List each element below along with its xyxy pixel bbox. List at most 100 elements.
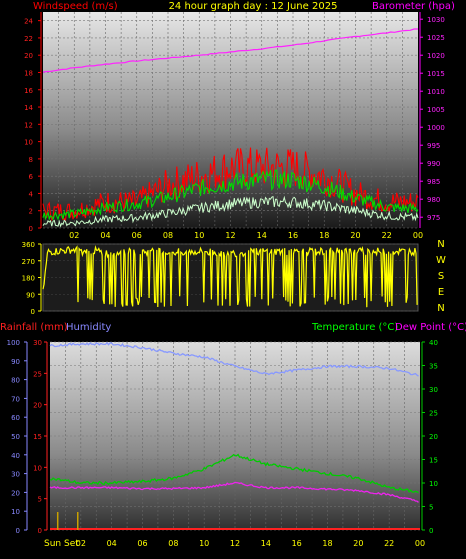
x-tick-label: 00 [415, 539, 425, 548]
right-axis-tick-label: 1000 [427, 124, 445, 132]
dir-axis-tick-label: 90 [26, 291, 35, 299]
wind-speed-line [42, 195, 419, 228]
rain-axis-tick-label: 25 [33, 370, 42, 378]
compass-letter: N [437, 303, 444, 314]
title-right-barometer: Barometer (hpa) [372, 1, 455, 12]
left-axis-tick-label: 18 [24, 69, 33, 77]
right-axis-tick-label: 980 [427, 196, 440, 204]
gust-line [42, 147, 419, 222]
dir-axis-tick-label: 360 [22, 241, 35, 249]
x-tick-label: 00 [413, 231, 423, 240]
left-axis-tick-label: 16 [24, 87, 33, 95]
compass-letter: W [436, 255, 446, 266]
x-tick-label: 04 [100, 231, 110, 240]
humidity-axis-tick-label: 10 [11, 508, 20, 516]
label-humidity: Humidity [66, 322, 111, 333]
x-tick-label: 14 [257, 231, 267, 240]
panel-direction-left-axis: 0 90 180 270 360 [22, 241, 42, 316]
temp-axis-tick-label: 5 [429, 504, 433, 512]
right-axis-tick-label: 995 [427, 142, 440, 150]
wind-average-line [42, 169, 419, 221]
right-axis-tick-label: 1025 [427, 34, 445, 42]
humidity-axis-tick-label: 20 [11, 489, 20, 497]
rain-axis-tick-label: 15 [33, 433, 42, 441]
left-axis-tick-label: 12 [24, 121, 33, 129]
temp-axis-tick-label: 30 [429, 386, 438, 394]
x-tick-label: 16 [292, 539, 302, 548]
right-axis-tick-label: 1020 [427, 52, 445, 60]
x-tick-label: 18 [322, 539, 332, 548]
x-tick-label: 20 [353, 539, 363, 548]
humidity-axis-tick-label: 90 [11, 358, 20, 366]
compass-letter: S [438, 271, 444, 282]
x-tick-label: 04 [107, 539, 117, 548]
rain-axis-tick-label: 20 [33, 402, 42, 410]
x-tick-label: 08 [168, 539, 178, 548]
rain-axis-tick-label: 10 [33, 464, 42, 472]
left-axis-tick-label: 6 [29, 173, 34, 181]
x-tick-label: 18 [319, 231, 329, 240]
dir-axis-tick-label: 270 [22, 258, 35, 266]
x-tick-label: 16 [288, 231, 298, 240]
x-tick-label: 02 [69, 231, 79, 240]
chart-title: 24 hour graph day : 12 June 2025 [169, 1, 338, 12]
humidity-axis-tick-label: 40 [11, 452, 20, 460]
x-tick-label: 02 [76, 539, 86, 548]
temp-axis-tick-label: 10 [429, 480, 438, 488]
humidity-axis-tick-label: 30 [11, 471, 20, 479]
panel-wind-x-axis: 02 04 06 08 10 12 14 16 18 20 22 00 [69, 231, 423, 240]
x-tick-label: 20 [350, 231, 360, 240]
panel-direction-series [42, 245, 418, 308]
label-rainfall: Rainfall (mm) [0, 322, 68, 333]
humidity-axis-tick-label: 0 [16, 527, 20, 535]
right-axis-tick-label: 1015 [427, 70, 445, 78]
label-dewpoint: Dew Point (°C) [395, 322, 466, 333]
wind-direction-line [42, 245, 418, 308]
left-axis-tick-label: 20 [24, 52, 33, 60]
dir-axis-tick-label: 0 [31, 308, 35, 316]
panel-temp-x-axis: 04 06 08 10 12 14 16 18 20 22 00 02 [76, 539, 425, 548]
x-tick-label: 10 [194, 231, 204, 240]
humidity-axis-tick-label: 70 [11, 395, 20, 403]
compass-letter: N [437, 239, 444, 250]
left-axis-tick-label: 24 [24, 18, 33, 26]
x-tick-label: 10 [199, 539, 209, 548]
humidity-axis-tick-label: 50 [11, 433, 20, 441]
left-axis-tick-label: 8 [29, 156, 33, 164]
x-tick-label: 22 [384, 539, 394, 548]
rain-axis-tick-label: 30 [33, 339, 42, 347]
left-axis-tick-label: 0 [29, 225, 33, 233]
panel-temp-temperature-axis: 0 5 10 15 20 25 30 35 40 [421, 339, 438, 535]
x-tick-label: 08 [163, 231, 173, 240]
left-axis-tick-label: 14 [24, 104, 33, 112]
humidity-axis-tick-label: 80 [11, 377, 20, 385]
left-axis-tick-label: 2 [29, 208, 33, 216]
x-tick-label: 06 [132, 231, 142, 240]
right-axis-tick-label: 1010 [427, 88, 445, 96]
temp-axis-tick-label: 25 [429, 410, 438, 418]
compass-letter: E [438, 287, 444, 298]
label-sunset: Sun Set [44, 539, 79, 549]
right-axis-tick-label: 1030 [427, 16, 445, 24]
dew-point-line [49, 481, 419, 503]
rain-axis-tick-label: 5 [38, 496, 42, 504]
dir-axis-tick-label: 180 [22, 275, 35, 283]
temp-axis-tick-label: 20 [429, 433, 438, 441]
title-left-windspeed: Windspeed (m/s) [33, 1, 118, 12]
left-axis-tick-label: 10 [24, 139, 33, 147]
label-temperature: Temperature (°C) [311, 322, 398, 333]
humidity-axis-tick-label: 100 [7, 339, 20, 347]
x-tick-label: 06 [137, 539, 147, 548]
left-axis-tick-label: 4 [29, 190, 34, 198]
barometer-line [42, 28, 418, 73]
left-axis-tick-label: 22 [24, 35, 33, 43]
panel-temp-series [49, 341, 420, 530]
right-axis-tick-label: 985 [427, 178, 440, 186]
x-tick-label: 12 [225, 231, 235, 240]
right-axis-tick-label: 975 [427, 214, 440, 222]
temperature-line [49, 453, 419, 494]
